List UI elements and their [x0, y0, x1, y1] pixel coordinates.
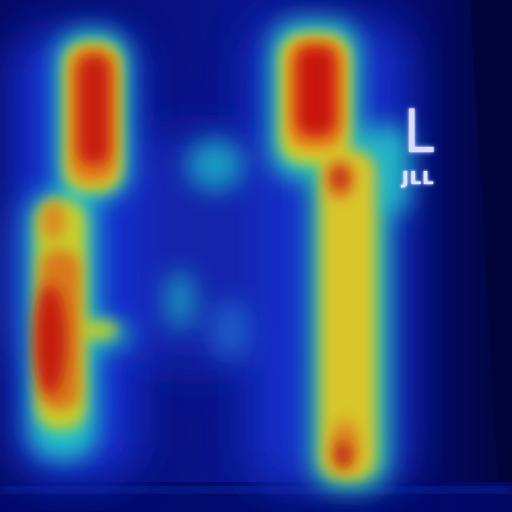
marker-code: JLL [402, 168, 435, 189]
film-edge-right [470, 0, 512, 512]
marker-letter: L [403, 97, 434, 167]
side-marker: L JLL [402, 96, 454, 206]
bright-baseline [0, 488, 512, 492]
film-edge-bottom [0, 482, 512, 512]
